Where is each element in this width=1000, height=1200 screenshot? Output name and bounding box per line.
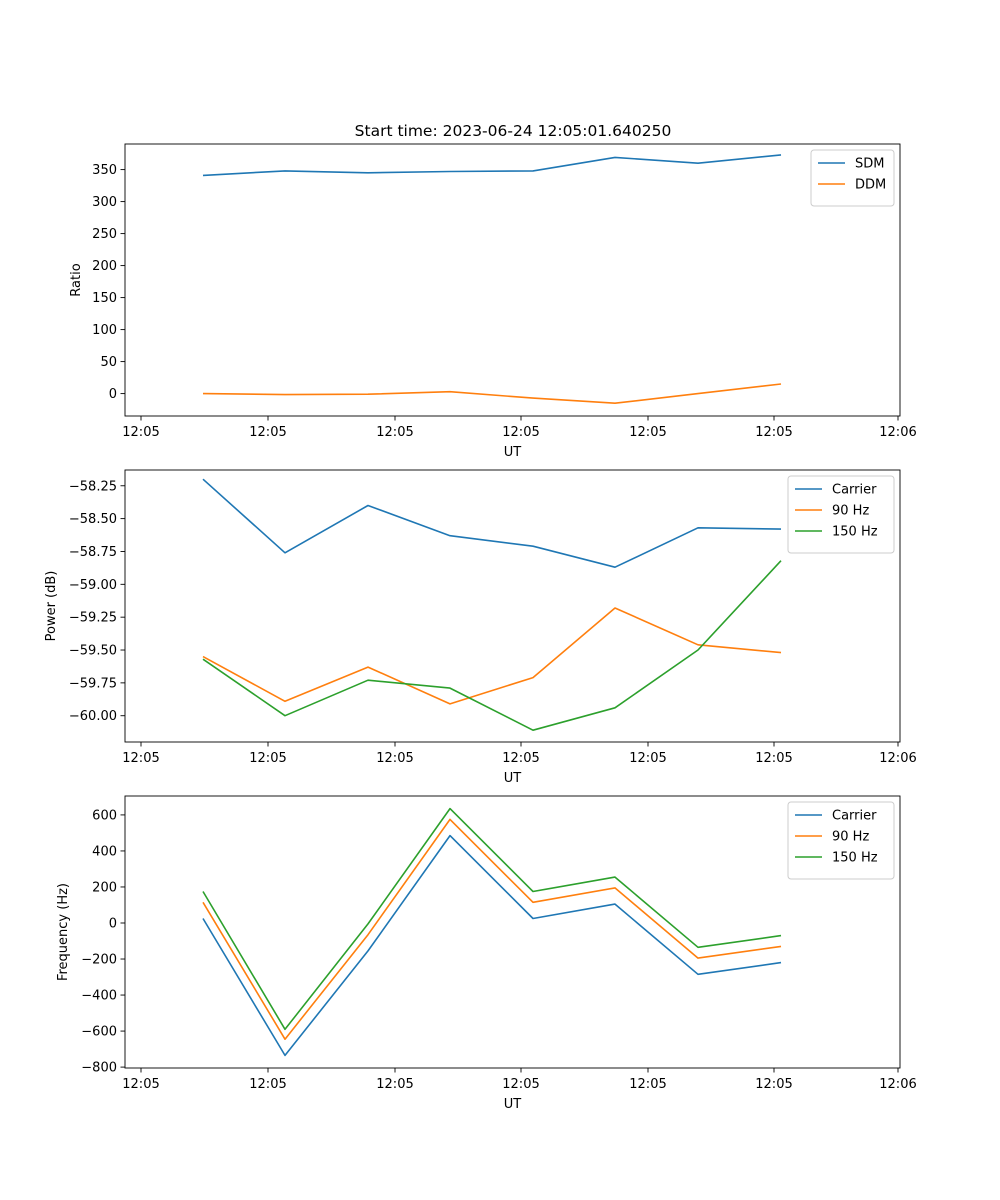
legend-label: Carrier — [832, 809, 877, 824]
x-tick-label: 12:05 — [629, 425, 666, 440]
x-tick-label: 12:06 — [879, 425, 916, 440]
y-tick-label: 50 — [100, 355, 117, 370]
y-axis-label: Frequency (Hz) — [56, 883, 71, 981]
y-tick-label: −600 — [81, 1025, 117, 1040]
x-axis-label: UT — [504, 1097, 522, 1112]
legend-box — [787, 475, 895, 554]
plot-frame — [124, 795, 901, 1069]
y-tick-label: −59.00 — [69, 578, 117, 593]
x-tick-label: 12:06 — [879, 1077, 916, 1092]
series-line-carrier — [202, 478, 782, 569]
y-tick-label: 250 — [92, 227, 117, 242]
plot-frame — [124, 143, 901, 417]
series-line-sdm — [202, 154, 782, 177]
x-axis-label: UT — [504, 771, 522, 786]
x-tick-label: 12:05 — [376, 1077, 413, 1092]
legend-label: 150 Hz — [832, 525, 878, 540]
series-line-90-hz — [202, 607, 782, 705]
legend-box — [810, 149, 895, 207]
legend-label: SDM — [855, 157, 884, 172]
x-tick-label: 12:05 — [122, 425, 159, 440]
legend-label: 90 Hz — [832, 504, 869, 519]
y-tick-label: −58.50 — [69, 512, 117, 527]
x-tick-label: 12:05 — [249, 751, 286, 766]
x-tick-label: 12:05 — [755, 1077, 792, 1092]
y-tick-label: −59.50 — [69, 644, 117, 659]
y-tick-label: 0 — [109, 387, 117, 402]
y-tick-label: 300 — [92, 195, 117, 210]
y-tick-label: −800 — [81, 1061, 117, 1076]
legend-label: 150 Hz — [832, 851, 878, 866]
x-axis-label: UT — [504, 445, 522, 460]
y-tick-label: −60.00 — [69, 709, 117, 724]
x-tick-label: 12:05 — [376, 425, 413, 440]
x-tick-label: 12:06 — [879, 751, 916, 766]
y-axis-label: Ratio — [69, 263, 84, 296]
y-axis-label: Power (dB) — [44, 571, 59, 642]
series-line-150-hz — [202, 560, 782, 732]
y-tick-label: 600 — [92, 808, 117, 823]
y-tick-label: 200 — [92, 880, 117, 895]
series-line-150-hz — [202, 807, 782, 1031]
series-line-ddm — [202, 383, 782, 405]
y-tick-label: 150 — [92, 291, 117, 306]
x-tick-label: 12:05 — [249, 425, 286, 440]
x-tick-label: 12:05 — [122, 751, 159, 766]
plot-frame — [124, 469, 901, 743]
y-tick-label: −58.25 — [69, 479, 117, 494]
x-tick-label: 12:05 — [502, 1077, 539, 1092]
x-tick-label: 12:05 — [502, 425, 539, 440]
series-line-90-hz — [202, 818, 782, 1040]
y-tick-label: −400 — [81, 989, 117, 1004]
y-tick-label: −200 — [81, 953, 117, 968]
x-tick-label: 12:05 — [122, 1077, 159, 1092]
y-tick-label: 0 — [109, 916, 117, 931]
x-tick-label: 12:05 — [376, 751, 413, 766]
x-tick-label: 12:05 — [249, 1077, 286, 1092]
legend-label: DDM — [855, 178, 886, 193]
x-tick-label: 12:05 — [502, 751, 539, 766]
y-tick-label: 400 — [92, 844, 117, 859]
x-tick-label: 12:05 — [755, 751, 792, 766]
x-tick-label: 12:05 — [629, 1077, 666, 1092]
legend-label: 90 Hz — [832, 830, 869, 845]
legend-label: Carrier — [832, 483, 877, 498]
y-tick-label: −59.25 — [69, 611, 117, 626]
x-tick-label: 12:05 — [629, 751, 666, 766]
y-tick-label: −58.75 — [69, 545, 117, 560]
y-tick-label: 350 — [92, 163, 117, 178]
y-tick-label: −59.75 — [69, 676, 117, 691]
series-line-carrier — [202, 834, 782, 1057]
x-tick-label: 12:05 — [755, 425, 792, 440]
legend-box — [787, 801, 895, 880]
y-tick-label: 100 — [92, 323, 117, 338]
figure-title: Start time: 2023-06-24 12:05:01.640250 — [355, 122, 672, 140]
y-tick-label: 200 — [92, 259, 117, 274]
